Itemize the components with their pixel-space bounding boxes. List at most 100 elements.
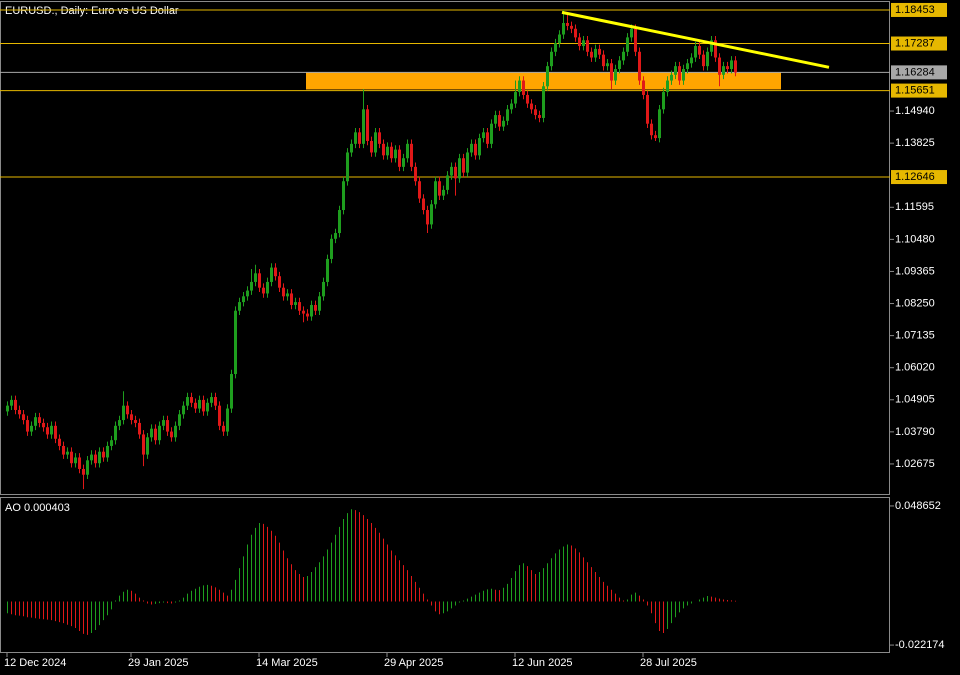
candle-body (74, 457, 77, 464)
level-label-box (891, 65, 947, 80)
candle-body (722, 66, 725, 75)
candle-body (526, 94, 529, 104)
candle-body (286, 293, 289, 297)
candle-body (590, 51, 593, 58)
candle-body (118, 420, 121, 426)
candle-body (94, 454, 97, 464)
x-tick-label: 29 Apr 2025 (384, 657, 443, 669)
candle-body (194, 402, 197, 409)
candle-body (394, 149, 397, 159)
indicator-tick-label: 0.048652 (895, 500, 941, 512)
candle-body (126, 405, 129, 415)
zone (306, 72, 781, 90)
candle-body (686, 63, 689, 70)
level-label: 1.17287 (895, 37, 935, 49)
candle-body (82, 468, 85, 475)
candle-body (378, 132, 381, 144)
candle-body (122, 405, 125, 421)
candle-body (654, 135, 657, 139)
candle-body (38, 417, 41, 423)
candle-body (490, 123, 493, 144)
y-tick-label: 1.02675 (895, 458, 935, 470)
candle-body (694, 46, 697, 58)
candle-body (18, 409, 21, 415)
candle-body (730, 60, 733, 70)
candle-body (666, 80, 669, 93)
candle-body (706, 51, 709, 67)
candle-body (562, 23, 565, 35)
candle-body (242, 296, 245, 303)
candle-body (494, 115, 497, 124)
candle-body (322, 281, 325, 297)
candle-body (434, 181, 437, 205)
candle-body (362, 109, 365, 144)
candle-body (638, 51, 641, 81)
candle-body (386, 146, 389, 156)
candle-body (674, 66, 677, 75)
level-label-box (891, 2, 947, 17)
candle-body (150, 428, 153, 438)
candle-body (734, 60, 737, 73)
y-tick-label: 1.06020 (895, 362, 935, 374)
candle-body (158, 425, 161, 441)
candle-body (166, 420, 169, 432)
candle-body (254, 273, 257, 282)
candle-body (446, 175, 449, 190)
candle-body (334, 233, 337, 239)
price-pane-frame (0, 1, 890, 495)
candle-body (474, 143, 477, 156)
candle-body (582, 40, 585, 47)
candle-body (266, 281, 269, 294)
y-tick-label: 1.09365 (895, 265, 935, 277)
candle-body (458, 158, 461, 179)
candle-body (558, 34, 561, 44)
candle-body (26, 420, 29, 432)
candle-body (630, 28, 633, 38)
y-tick-label: 1.10480 (895, 233, 935, 245)
candle-body (514, 92, 517, 104)
level-label: 1.12646 (895, 171, 935, 183)
candle-body (390, 146, 393, 159)
candle-body (110, 440, 113, 446)
candle-body (206, 402, 209, 412)
x-tick-label: 14 Mar 2025 (256, 657, 318, 669)
candle-body (714, 40, 717, 58)
level-label: 1.16284 (895, 66, 935, 78)
candle-body (66, 451, 69, 455)
indicator-tick-label: -0.022174 (895, 639, 945, 651)
x-tick-label: 12 Dec 2024 (4, 657, 66, 669)
candle-body (410, 143, 413, 167)
candle-body (534, 109, 537, 116)
candle-body (522, 80, 525, 95)
candle-body (346, 152, 349, 182)
candle-body (270, 267, 273, 282)
candle-body (546, 66, 549, 87)
candle-body (502, 120, 505, 127)
y-tick-label: 1.08250 (895, 297, 935, 309)
candle-body (398, 149, 401, 167)
candle-body (146, 437, 149, 455)
candle-body (442, 189, 445, 196)
level-label: 1.15651 (895, 84, 935, 96)
candle-body (278, 276, 281, 288)
candle-body (450, 166, 453, 176)
candle-body (10, 399, 13, 406)
candle-body (578, 37, 581, 47)
candle-body (606, 63, 609, 67)
level-label-box (891, 36, 947, 51)
candle-body (550, 51, 553, 67)
candle-body (62, 445, 65, 455)
candle-body (358, 132, 361, 144)
candle-body (566, 23, 569, 26)
level-label-box (891, 170, 947, 185)
candle-body (726, 66, 729, 70)
candle-body (554, 43, 557, 52)
indicator-label: AO 0.000403 (5, 502, 70, 514)
candle-body (622, 51, 625, 61)
candle-body (650, 123, 653, 136)
candle-body (426, 210, 429, 225)
candle-body (510, 103, 513, 110)
